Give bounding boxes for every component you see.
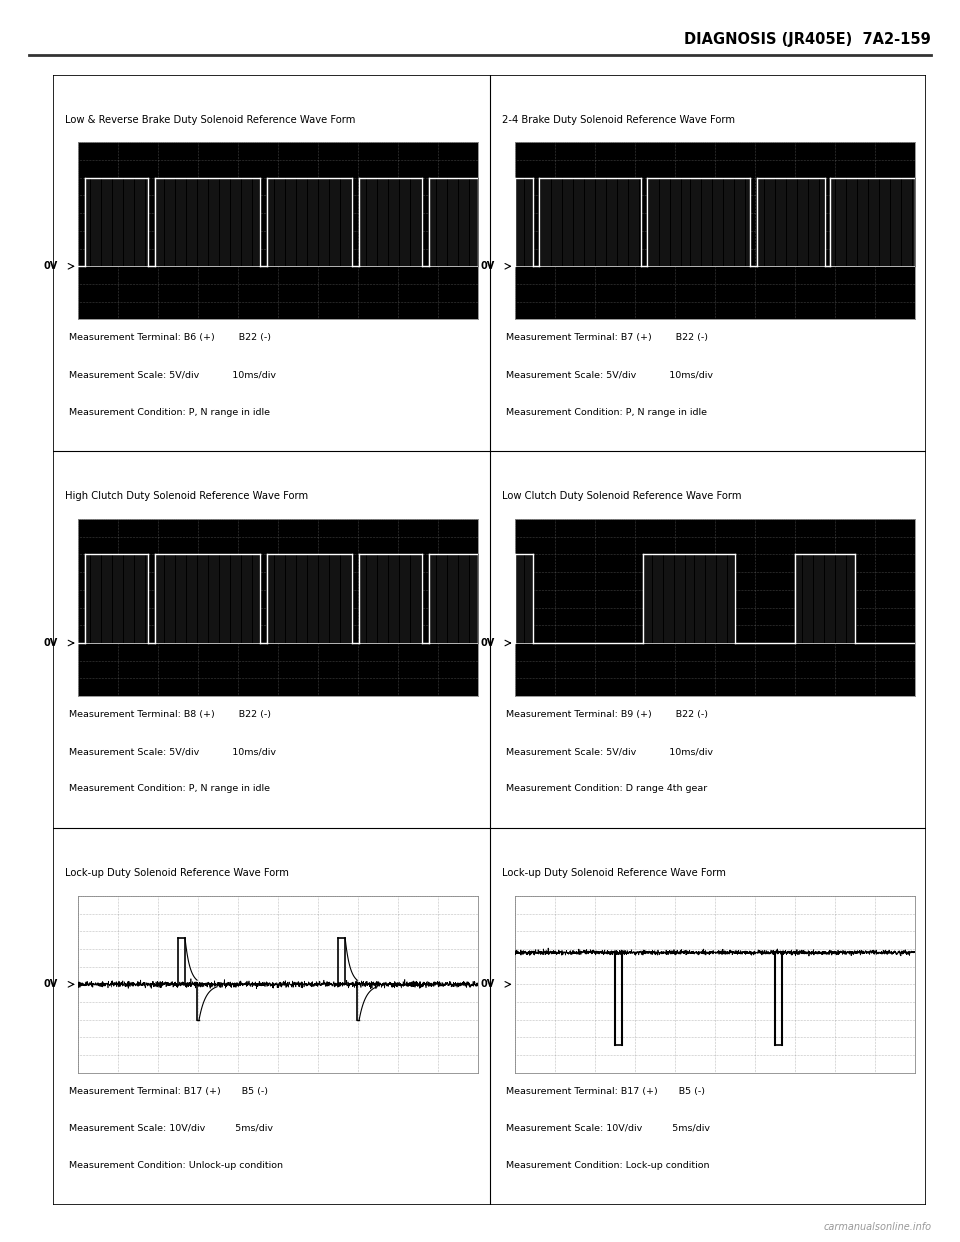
Text: 0V: 0V	[43, 980, 58, 990]
Text: Measurement Condition: D range 4th gear: Measurement Condition: D range 4th gear	[506, 785, 707, 794]
Text: High Clutch Duty Solenoid Reference Wave Form: High Clutch Duty Solenoid Reference Wave…	[65, 492, 308, 502]
Text: Measurement Condition: Lock-up condition: Measurement Condition: Lock-up condition	[506, 1161, 709, 1170]
Text: Low Clutch Duty Solenoid Reference Wave Form: Low Clutch Duty Solenoid Reference Wave …	[502, 492, 741, 502]
Text: DIAGNOSIS (JR405E)  7A2-159: DIAGNOSIS (JR405E) 7A2-159	[684, 32, 931, 47]
Text: Measurement Scale: 5V/div           10ms/div: Measurement Scale: 5V/div 10ms/div	[69, 370, 276, 379]
Text: Measurement Scale: 5V/div           10ms/div: Measurement Scale: 5V/div 10ms/div	[506, 748, 712, 756]
Text: Measurement Terminal: B7 (+)        B22 (-): Measurement Terminal: B7 (+) B22 (-)	[506, 333, 708, 342]
Text: carmanualsonline.info: carmanualsonline.info	[823, 1222, 931, 1232]
Text: 0V: 0V	[480, 980, 494, 990]
Text: 2-4 Brake Duty Solenoid Reference Wave Form: 2-4 Brake Duty Solenoid Reference Wave F…	[502, 114, 735, 124]
Text: Lock-up Duty Solenoid Reference Wave Form: Lock-up Duty Solenoid Reference Wave For…	[65, 868, 289, 878]
Text: Measurement Scale: 10V/div          5ms/div: Measurement Scale: 10V/div 5ms/div	[69, 1124, 273, 1133]
Text: 0V: 0V	[480, 638, 494, 648]
Text: Measurement Scale: 10V/div          5ms/div: Measurement Scale: 10V/div 5ms/div	[506, 1124, 709, 1133]
Text: Measurement Condition: P, N range in idle: Measurement Condition: P, N range in idl…	[69, 407, 270, 417]
Text: Measurement Scale: 5V/div           10ms/div: Measurement Scale: 5V/div 10ms/div	[506, 370, 712, 379]
Text: Measurement Condition: Unlock-up condition: Measurement Condition: Unlock-up conditi…	[69, 1161, 283, 1170]
Text: Lock-up Duty Solenoid Reference Wave Form: Lock-up Duty Solenoid Reference Wave For…	[502, 868, 726, 878]
Text: Low & Reverse Brake Duty Solenoid Reference Wave Form: Low & Reverse Brake Duty Solenoid Refere…	[65, 114, 355, 124]
Text: 0V: 0V	[43, 261, 58, 271]
Text: Measurement Terminal: B17 (+)       B5 (-): Measurement Terminal: B17 (+) B5 (-)	[69, 1087, 268, 1095]
Text: Measurement Terminal: B9 (+)        B22 (-): Measurement Terminal: B9 (+) B22 (-)	[506, 710, 708, 719]
Text: Measurement Terminal: B6 (+)        B22 (-): Measurement Terminal: B6 (+) B22 (-)	[69, 333, 271, 342]
Text: Measurement Terminal: B8 (+)        B22 (-): Measurement Terminal: B8 (+) B22 (-)	[69, 710, 271, 719]
Text: 0V: 0V	[43, 638, 58, 648]
Text: Measurement Terminal: B17 (+)       B5 (-): Measurement Terminal: B17 (+) B5 (-)	[506, 1087, 705, 1095]
Text: Measurement Condition: P, N range in idle: Measurement Condition: P, N range in idl…	[506, 407, 707, 417]
Text: 0V: 0V	[480, 261, 494, 271]
Text: Measurement Condition: P, N range in idle: Measurement Condition: P, N range in idl…	[69, 785, 270, 794]
Text: Measurement Scale: 5V/div           10ms/div: Measurement Scale: 5V/div 10ms/div	[69, 748, 276, 756]
